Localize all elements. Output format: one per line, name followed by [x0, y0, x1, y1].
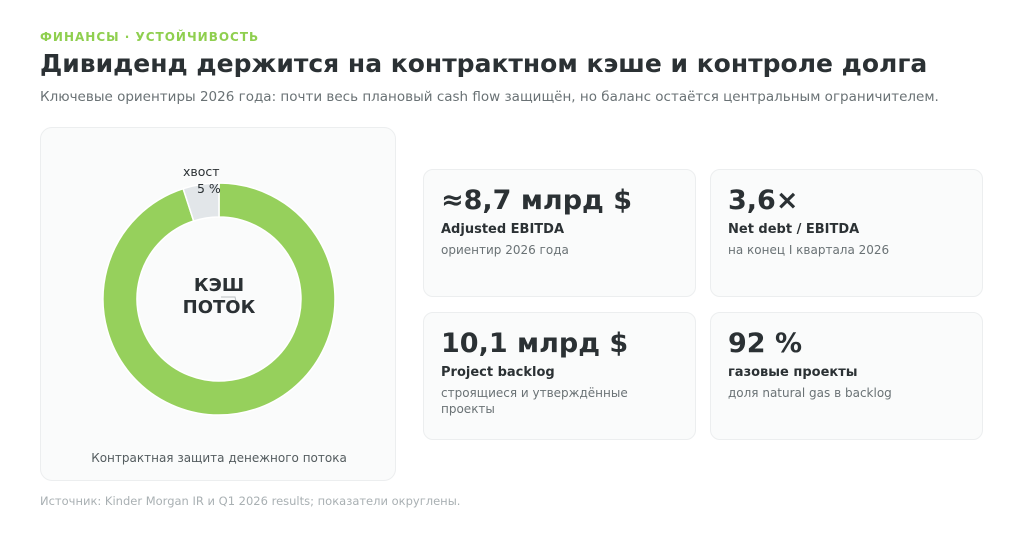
kpi-description: ориентир 2026 года [441, 243, 569, 257]
kpi-description: доля natural gas в backlog [728, 386, 892, 400]
kpi-description: на конец I квартала 2026 [728, 243, 890, 257]
kpi-value: 10,1 млрд $ [441, 328, 629, 359]
eyebrow: ФИНАНСЫ · УСТОЙЧИВОСТЬ [40, 30, 260, 44]
kpi-description: строящиеся и утверждённые проекты [441, 386, 628, 416]
slice-leader-line-1 [221, 296, 239, 311]
kpi-value: 3,6× [728, 185, 799, 216]
source-note: Источник: Kinder Morgan IR и Q1 2026 res… [40, 494, 461, 508]
donut-center-label-1: ПОТОК [183, 297, 256, 318]
kpi-card-backlog: 10,1 млрд $ Project backlog строящиеся и… [423, 312, 696, 440]
page-subtitle: Ключевые ориентиры 2026 года: почти весь… [40, 89, 939, 105]
donut-center-label-0: КЭШ [194, 275, 244, 296]
slice-value-1: 5 % [197, 181, 221, 196]
donut-slice-1 [182, 182, 220, 222]
kpi-card-net-debt: 3,6× Net debt / EBITDA на конец I кварта… [710, 169, 983, 297]
kpi-label: Adjusted EBITDA [441, 222, 565, 237]
donut-slice-0 [102, 182, 336, 416]
kpi-value: ≈8,7 млрд $ [441, 185, 633, 216]
slice-label-1: хвост [183, 164, 220, 179]
kpi-label: газовые проекты [728, 365, 858, 380]
kpi-card-ebitda: ≈8,7 млрд $ Adjusted EBITDA ориентир 202… [423, 169, 696, 297]
kpi-value: 92 % [728, 328, 803, 359]
kpi-label: Project backlog [441, 365, 555, 380]
page-title: Дивиденд держится на контрактном кэше и … [40, 49, 928, 78]
kpi-card-gas-projects: 92 % газовые проекты доля natural gas в … [710, 312, 983, 440]
chart-caption: Контрактная защита денежного потока [91, 451, 347, 465]
kpi-label: Net debt / EBITDA [728, 222, 860, 237]
